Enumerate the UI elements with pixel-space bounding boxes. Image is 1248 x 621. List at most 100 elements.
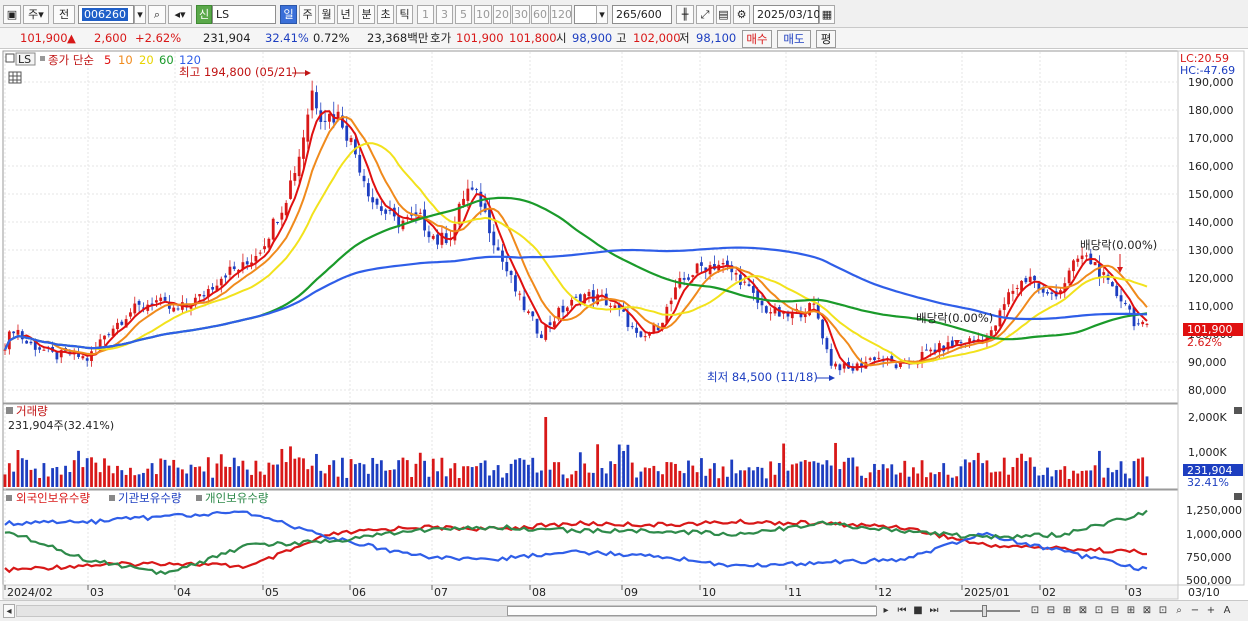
candle-body xyxy=(860,363,863,368)
volume-bar xyxy=(267,462,271,487)
gear-icon[interactable]: ⚙ xyxy=(733,5,750,24)
candle-body xyxy=(384,209,388,214)
date-field[interactable]: 2025/03/10 xyxy=(753,5,820,24)
candle-body xyxy=(795,308,799,310)
panel-toggle-icon[interactable] xyxy=(5,53,15,63)
layout-icon-9[interactable]: ⊡ xyxy=(1158,605,1168,616)
layout-icon-8[interactable]: ⊠ xyxy=(1142,605,1152,616)
price-tick-label: 170,000 xyxy=(1188,132,1234,145)
volume-bar xyxy=(81,467,85,487)
interval-10[interactable]: 10 xyxy=(474,5,492,24)
period-tab-month[interactable]: 월 xyxy=(318,5,335,24)
draw-tool-icon[interactable]: ⤢ xyxy=(696,5,714,24)
calendar-icon[interactable]: ▦ xyxy=(819,5,835,24)
scroll-left-icon[interactable]: ◂ xyxy=(3,604,15,618)
volume-bar xyxy=(215,463,219,487)
window-menu-icon[interactable]: ▣ xyxy=(3,5,21,24)
x-axis-label: 04 xyxy=(177,586,191,599)
bottom-scroll-bar: ◂ ▸ ⏮ ■ ⏭ ⊡ ⊟ ⊞ ⊠ ⊡ ⊟ ⊞ ⊠ ⊡ ⌕ − + A xyxy=(0,600,1248,621)
stock-name-field[interactable]: LS xyxy=(212,5,276,24)
layout-icon-1[interactable]: ⊡ xyxy=(1030,605,1040,616)
volume-bar xyxy=(392,469,396,487)
stock-chart[interactable]: LS 종가 단순 5 10 20 60 120 최고 194,800 (05/2… xyxy=(0,49,1248,600)
zoom-slider-thumb[interactable] xyxy=(982,605,987,617)
eval-button[interactable]: 평 xyxy=(816,30,836,48)
interval-dropdown-icon[interactable]: ▾ xyxy=(596,5,608,24)
ask-price: 101,900 xyxy=(456,31,504,45)
zoom-out-icon[interactable]: − xyxy=(1190,605,1200,616)
candle-body xyxy=(254,255,258,262)
volume-bar xyxy=(202,471,206,487)
volume-bar xyxy=(860,475,863,487)
volume-bar xyxy=(1110,472,1114,487)
volume-bar xyxy=(297,457,301,487)
period-tab-year[interactable]: 년 xyxy=(337,5,354,24)
volume-bar xyxy=(920,460,924,487)
candle-body xyxy=(492,231,496,246)
layout-icon-2[interactable]: ⊟ xyxy=(1046,605,1056,616)
layout-icon-7[interactable]: ⊞ xyxy=(1126,605,1136,616)
prev-button[interactable]: 전 xyxy=(53,5,75,24)
stop-icon[interactable]: ■ xyxy=(913,605,923,616)
period-tab-minute[interactable]: 분 xyxy=(358,5,375,24)
layout-icon-3[interactable]: ⊞ xyxy=(1062,605,1072,616)
scroll-track[interactable] xyxy=(16,605,877,617)
period-tab-second[interactable]: 초 xyxy=(377,5,394,24)
auto-scale-icon[interactable]: A xyxy=(1223,605,1231,616)
price-tag-bg xyxy=(1183,323,1243,336)
interval-5[interactable]: 5 xyxy=(455,5,472,24)
candle-body xyxy=(120,321,124,325)
buy-button[interactable]: 매수 xyxy=(742,30,772,48)
holder-line-1 xyxy=(4,510,1148,572)
period-tab-week[interactable]: 주 xyxy=(299,5,316,24)
ticker-box xyxy=(15,52,36,66)
interval-120[interactable]: 120 xyxy=(550,5,572,24)
candle-body xyxy=(1028,276,1032,283)
ma-legend-dot xyxy=(40,56,45,61)
volume-bar xyxy=(228,467,232,487)
stock-code-value: 006260 xyxy=(82,8,128,21)
layout-icon-4[interactable]: ⊠ xyxy=(1078,605,1088,616)
jump-end-icon[interactable]: ⏭ xyxy=(929,605,939,616)
credit-badge[interactable]: 신 xyxy=(196,5,212,24)
interval-20[interactable]: 20 xyxy=(493,5,511,24)
layout-icon-5[interactable]: ⊡ xyxy=(1094,605,1104,616)
interval-30[interactable]: 30 xyxy=(512,5,530,24)
jump-start-icon[interactable]: ⏮ xyxy=(897,605,907,616)
zoom-in-icon[interactable]: + xyxy=(1206,605,1216,616)
candle-body xyxy=(302,137,305,159)
candle-body xyxy=(159,297,163,301)
volume-bar xyxy=(423,460,426,487)
interval-3[interactable]: 3 xyxy=(436,5,453,24)
period-tab-tick[interactable]: 틱 xyxy=(396,5,413,24)
layout-icon-6[interactable]: ⊟ xyxy=(1110,605,1120,616)
volume-bar xyxy=(803,460,807,487)
code-dropdown-icon[interactable]: ▾ xyxy=(134,5,146,24)
volume-bar xyxy=(916,473,920,487)
scroll-thumb[interactable] xyxy=(507,606,877,616)
save-icon[interactable]: ▤ xyxy=(716,5,731,24)
interval-60[interactable]: 60 xyxy=(531,5,549,24)
table-icon[interactable] xyxy=(8,71,22,84)
volume-bar xyxy=(890,464,894,487)
candle-icon[interactable]: ╫ xyxy=(676,5,694,24)
volume-bar xyxy=(518,458,522,487)
speaker-icon[interactable]: ◂▾ xyxy=(168,5,192,24)
interval-1[interactable]: 1 xyxy=(417,5,434,24)
volume-panel-close-icon[interactable] xyxy=(1234,407,1242,414)
volume-bar xyxy=(1102,477,1106,487)
count-field[interactable]: 265/600 xyxy=(612,5,672,24)
volume-bar xyxy=(293,458,297,487)
holder-panel-close-icon[interactable] xyxy=(1234,493,1242,500)
zoom-fit-icon[interactable]: ⌕ xyxy=(1176,605,1182,616)
sell-button[interactable]: 매도 xyxy=(777,30,811,48)
stock-code-input[interactable]: 006260 xyxy=(78,5,134,24)
candle-body xyxy=(968,338,972,343)
type-select[interactable]: 주▾ xyxy=(23,5,49,24)
search-icon[interactable]: ⌕ xyxy=(148,5,166,24)
scroll-right-icon[interactable]: ▸ xyxy=(883,605,889,616)
volume-bar xyxy=(384,470,388,487)
period-tab-day[interactable]: 일 xyxy=(280,5,297,24)
price-tick-label: 120,000 xyxy=(1188,272,1234,285)
vol-tag: 231,904 xyxy=(1187,464,1233,477)
